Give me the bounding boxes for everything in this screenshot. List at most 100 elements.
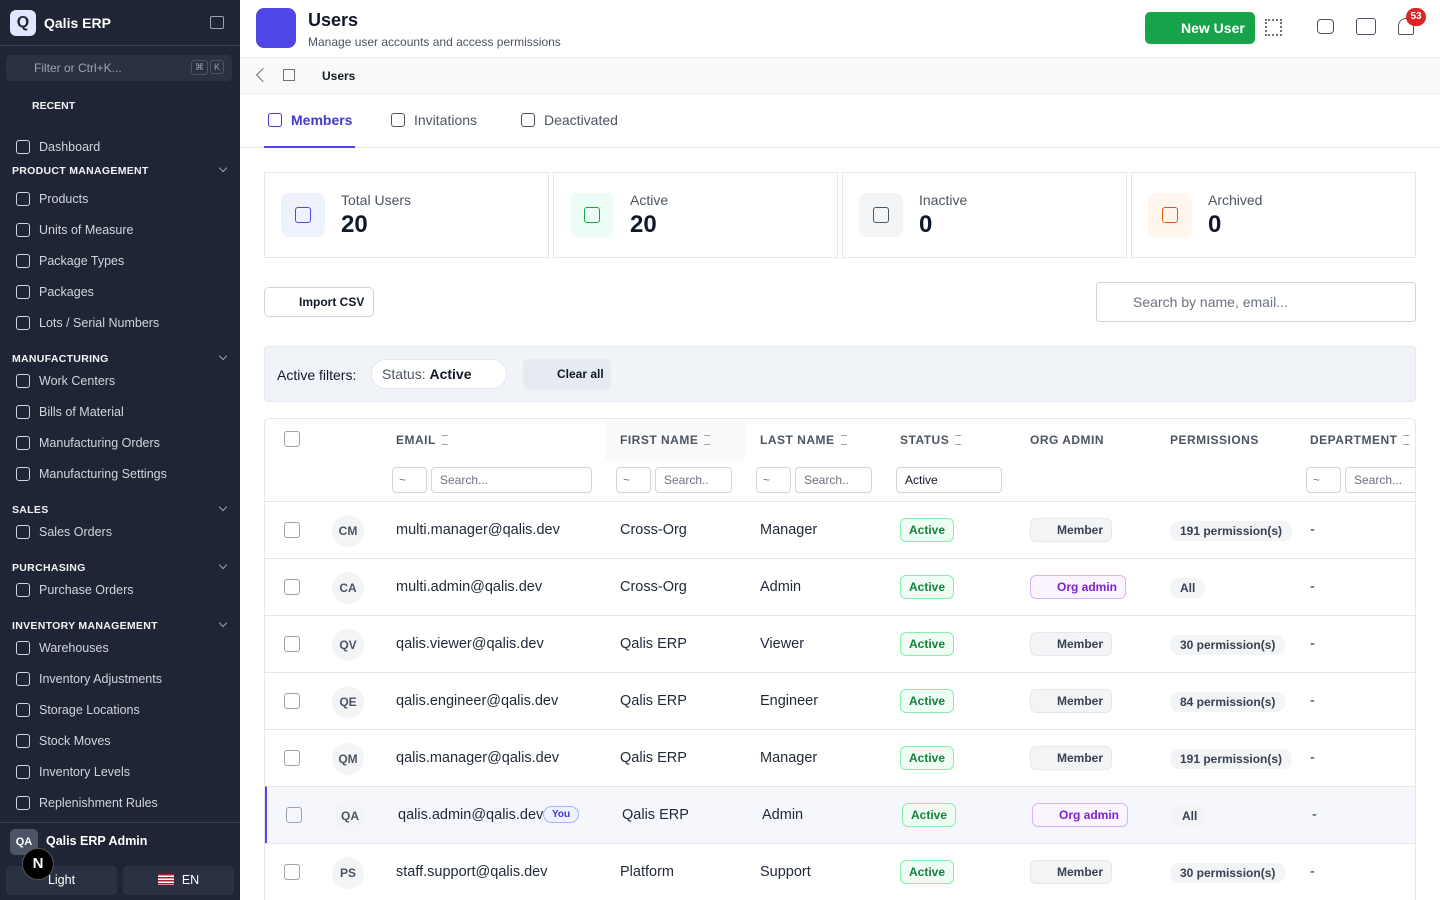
table-row[interactable]: CA multi.admin@qalis.dev Cross-Org Admin Act…: [265, 558, 1415, 615]
nav-icon: [16, 467, 30, 481]
column-title: ORG ADMIN: [1030, 433, 1105, 447]
nav-item[interactable]: Manufacturing Settings: [16, 467, 167, 481]
logo[interactable]: Q: [10, 10, 36, 36]
column-title: STATUS: [900, 433, 950, 447]
select-all[interactable]: [284, 431, 300, 447]
department: -: [1310, 864, 1315, 880]
stat-value: 0: [1208, 211, 1222, 238]
nav-icon: [16, 734, 30, 748]
nav-item[interactable]: Purchase Orders: [16, 583, 133, 597]
table-row[interactable]: CM multi.manager@qalis.dev Cross-Org Manage…: [265, 501, 1415, 558]
row-checkbox[interactable]: [284, 579, 300, 595]
last-name: Admin: [760, 579, 802, 595]
nav-item[interactable]: Packages: [16, 285, 94, 299]
badge[interactable]: N: [22, 848, 54, 880]
nav-item[interactable]: Inventory Adjustments: [16, 672, 162, 686]
nav-item[interactable]: Storage Locations: [16, 703, 140, 717]
tab-indicator: [264, 146, 355, 148]
column-header[interactable]: DEPARTMENT: [1310, 433, 1410, 447]
row-checkbox[interactable]: [284, 864, 300, 880]
nav-item[interactable]: Bills of Material: [16, 405, 124, 419]
table-row[interactable]: QV qalis.viewer@qalis.dev Qalis ERP Viewer A…: [265, 615, 1415, 672]
column-search[interactable]: Search...: [1345, 467, 1415, 493]
nav-item[interactable]: Stock Moves: [16, 734, 111, 748]
nav-item[interactable]: Work Centers: [16, 374, 115, 388]
table-row[interactable]: QM qalis.manager@qalis.dev Qalis ERP Manage…: [265, 729, 1415, 786]
nav-item[interactable]: Units of Measure: [16, 223, 133, 237]
filter-input[interactable]: Filter or Ctrl+K... ⌘ K: [6, 55, 232, 81]
permissions-badge: 30 permission(s): [1170, 863, 1286, 883]
tab-label: Deactivated: [544, 112, 618, 128]
status-badge: Active: [900, 689, 955, 713]
operator-select[interactable]: ~: [616, 467, 651, 493]
nav-section[interactable]: INVENTORY MANAGEMENT: [12, 618, 228, 632]
nav-item[interactable]: Products: [16, 192, 88, 206]
column-header[interactable]: STATUS: [900, 433, 962, 447]
row-checkbox[interactable]: [284, 522, 300, 538]
breadcrumb-bar: Users: [240, 57, 1440, 94]
row-checkbox[interactable]: [284, 693, 300, 709]
org-admin-badge: Member: [1030, 860, 1113, 884]
nav-section[interactable]: MANUFACTURING: [12, 351, 228, 365]
bot-icon[interactable]: [1317, 19, 1334, 34]
tab-icon: [521, 113, 535, 127]
nav-item[interactable]: Inventory Levels: [16, 765, 130, 779]
nav-icon: [16, 254, 30, 268]
chevron: [218, 618, 228, 628]
tab[interactable]: Invitations: [391, 112, 477, 128]
column-header[interactable]: PERMISSIONS: [1170, 433, 1259, 447]
tab[interactable]: Deactivated: [521, 112, 618, 128]
filter-chip[interactable]: Status: Active: [371, 359, 507, 389]
column-header[interactable]: ORG ADMIN: [1030, 433, 1104, 447]
nav-item[interactable]: Dashboard: [16, 140, 100, 154]
row-checkbox[interactable]: [284, 636, 300, 652]
sort-icon: [704, 435, 711, 445]
nav-item[interactable]: Package Types: [16, 254, 124, 268]
column-search[interactable]: Search...: [431, 467, 592, 493]
table-row[interactable]: PS staff.support@qalis.dev Platform Support…: [265, 843, 1415, 900]
operator-select[interactable]: ~: [392, 467, 427, 493]
org-admin-badge: Member: [1030, 746, 1113, 770]
back-icon[interactable]: [255, 67, 271, 83]
first-name: Platform: [620, 864, 674, 880]
language-button[interactable]: EN: [123, 866, 234, 895]
table-row[interactable]: QA qalis.admin@qalis.dev You Qalis ERP Admin…: [265, 786, 1415, 843]
column-search[interactable]: Search..: [655, 467, 732, 493]
page-subtitle: Manage user accounts and access permissi…: [308, 35, 561, 49]
nav-item[interactable]: Sales Orders: [16, 525, 112, 539]
tab[interactable]: Members: [268, 112, 352, 128]
nav-label: Replenishment Rules: [39, 796, 158, 810]
clear-all[interactable]: Clear all: [523, 359, 611, 389]
column-search[interactable]: Search..: [795, 467, 872, 493]
search-input[interactable]: Search by name, email...: [1096, 282, 1416, 322]
nav-section[interactable]: PRODUCT MANAGEMENT: [12, 163, 228, 177]
column-header[interactable]: FIRST NAME: [620, 433, 711, 447]
row-checkbox[interactable]: [284, 750, 300, 766]
import-button[interactable]: Import CSV: [264, 287, 374, 317]
nav-item[interactable]: Warehouses: [16, 641, 109, 655]
operator-select[interactable]: ~: [756, 467, 791, 493]
column-header[interactable]: LAST NAME: [760, 433, 847, 447]
column-header[interactable]: EMAIL: [396, 433, 448, 447]
table-row[interactable]: QE qalis.engineer@qalis.dev Qalis ERP Engin…: [265, 672, 1415, 729]
apps-icon[interactable]: [1265, 19, 1282, 36]
nav-item[interactable]: Replenishment Rules: [16, 796, 158, 810]
nav-item[interactable]: Lots / Serial Numbers: [16, 316, 159, 330]
recent[interactable]: RECENT: [32, 100, 76, 112]
new-user-button[interactable]: New User: [1145, 12, 1255, 44]
nav-item[interactable]: Manufacturing Orders: [16, 436, 160, 450]
nav-section[interactable]: PURCHASING: [12, 560, 228, 574]
chat-icon[interactable]: [1356, 18, 1376, 35]
you-badge: You: [543, 806, 580, 823]
avatar: QA: [334, 800, 366, 832]
operator-select[interactable]: ~: [1306, 467, 1341, 493]
stat-value: 0: [919, 211, 933, 238]
home-icon[interactable]: [283, 69, 295, 81]
nav-section[interactable]: SALES: [12, 502, 228, 516]
nav-label: Dashboard: [39, 140, 101, 154]
status-select[interactable]: Active: [896, 467, 1002, 493]
collapse-icon[interactable]: [210, 16, 224, 29]
sort-icon: [955, 435, 962, 445]
nav-label: Bills of Material: [39, 405, 124, 419]
row-checkbox[interactable]: [286, 807, 302, 823]
